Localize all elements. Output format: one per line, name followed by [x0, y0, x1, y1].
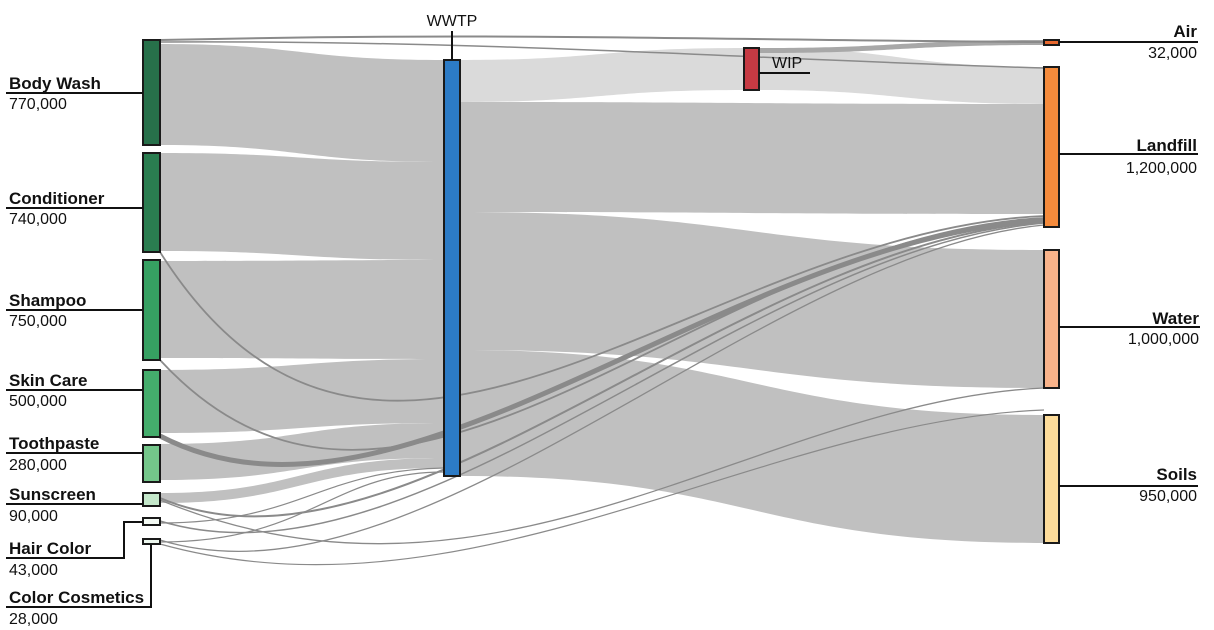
source-value-sunscreen: 90,000: [9, 508, 58, 525]
flow-color-cosmetics-to-wwtp: [159, 471, 445, 543]
label-color-cosmetics: Color Cosmetics 28,000: [6, 544, 152, 628]
source-name-shampoo: Shampoo: [9, 291, 86, 310]
flow-wwtp-to-soils: [460, 350, 1044, 543]
source-value-skin-care: 500,000: [9, 393, 67, 410]
sink-value-water: 1,000,000: [1128, 331, 1199, 348]
label-wip: WIP: [759, 55, 810, 74]
label-water: Water 1,000,000: [1059, 309, 1200, 348]
source-name-conditioner: Conditioner: [9, 189, 105, 208]
source-name-color-cosmetics: Color Cosmetics: [9, 588, 144, 607]
node-shampoo[interactable]: [142, 259, 161, 361]
flow-body-wash-to-air: [159, 35, 1045, 43]
label-toothpaste: Toothpaste 280,000: [6, 434, 143, 474]
flow-conditioner-to-wwtp: [160, 153, 444, 260]
node-sunscreen[interactable]: [142, 492, 161, 507]
sink-value-landfill: 1,200,000: [1126, 160, 1197, 177]
node-body-wash[interactable]: [142, 39, 161, 146]
flow-body-wash-to-wwtp: [160, 44, 444, 162]
node-skin-care[interactable]: [142, 369, 161, 438]
flow-hair-color-to-wwtp: [159, 467, 445, 524]
source-value-toothpaste: 280,000: [9, 457, 67, 474]
flow-shampoo-to-wwtp: [160, 260, 444, 359]
label-wwtp: WWTP: [427, 13, 478, 60]
flow-layer: [158, 35, 1045, 566]
label-hair-color: Hair Color 43,000: [6, 521, 143, 579]
label-conditioner: Conditioner 740,000: [6, 189, 143, 228]
node-color-cosmetics[interactable]: [142, 538, 161, 545]
sink-name-air: Air: [1173, 22, 1197, 41]
node-layer: [142, 39, 1060, 545]
source-name-toothpaste: Toothpaste: [9, 434, 99, 453]
node-wip[interactable]: [743, 47, 760, 91]
source-name-hair-color: Hair Color: [9, 539, 92, 558]
leader-color-cosmetics: [6, 544, 152, 608]
label-layer: Body Wash 770,000 Conditioner 740,000 Sh…: [6, 13, 1200, 628]
node-landfill[interactable]: [1043, 66, 1060, 228]
source-value-hair-color: 43,000: [9, 562, 58, 579]
flow-color-cosmetics-to-landfill: [159, 224, 1045, 552]
sink-value-air: 32,000: [1148, 45, 1197, 62]
leader-hair-color: [6, 521, 143, 559]
flow-sunscreen-to-wwtp: [160, 458, 444, 503]
label-air: Air 32,000: [1059, 22, 1198, 62]
flow-wip-to-landfill: [759, 48, 1044, 104]
flow-toothpaste-to-wwtp: [160, 423, 444, 480]
flow-toothpaste-to-landfill: [158, 217, 1045, 467]
flow-hair-color-to-landfill: [159, 222, 1045, 534]
source-value-shampoo: 750,000: [9, 313, 67, 330]
sink-value-soils: 950,000: [1139, 488, 1197, 505]
flow-conditioner-to-landfill: [159, 215, 1045, 402]
sink-name-landfill: Landfill: [1137, 136, 1197, 155]
label-landfill: Landfill 1,200,000: [1059, 136, 1198, 177]
flow-sunscreen-to-landfill: [159, 221, 1045, 518]
node-toothpaste[interactable]: [142, 444, 161, 483]
flow-skin-care-to-wwtp: [160, 359, 444, 433]
source-value-body-wash: 770,000: [9, 96, 67, 113]
source-name-sunscreen: Sunscreen: [9, 485, 96, 504]
source-value-color-cosmetics: 28,000: [9, 611, 58, 628]
flow-wwtp-to-landfill: [460, 102, 1044, 214]
flow-wip-to-air: [759, 40, 1044, 53]
node-wwtp[interactable]: [443, 59, 461, 477]
flow-sunscreen-to-water: [159, 387, 1045, 545]
label-skin-care: Skin Care 500,000: [6, 371, 143, 410]
node-water[interactable]: [1043, 249, 1060, 389]
flow-body-wash-to-landfill: [159, 41, 1045, 69]
node-air[interactable]: [1043, 39, 1060, 46]
sink-name-water: Water: [1152, 309, 1199, 328]
label-body-wash: Body Wash 770,000: [6, 74, 143, 113]
label-soils: Soils 950,000: [1059, 465, 1198, 505]
flow-wwtp-to-wip: [460, 48, 744, 102]
node-hair-color[interactable]: [142, 517, 161, 526]
flow-color-cosmetics-to-soils: [159, 409, 1045, 566]
label-shampoo: Shampoo 750,000: [6, 291, 143, 330]
node-soils[interactable]: [1043, 414, 1060, 544]
source-value-conditioner: 740,000: [9, 211, 67, 228]
source-name-body-wash: Body Wash: [9, 74, 101, 93]
node-conditioner[interactable]: [142, 152, 161, 253]
sink-name-soils: Soils: [1156, 465, 1197, 484]
source-name-skin-care: Skin Care: [9, 371, 87, 390]
intermediate-name-wip: WIP: [772, 55, 802, 72]
intermediate-name-wwtp: WWTP: [427, 13, 478, 30]
label-sunscreen: Sunscreen 90,000: [6, 485, 143, 525]
direct-thin-flows: [158, 35, 1045, 566]
